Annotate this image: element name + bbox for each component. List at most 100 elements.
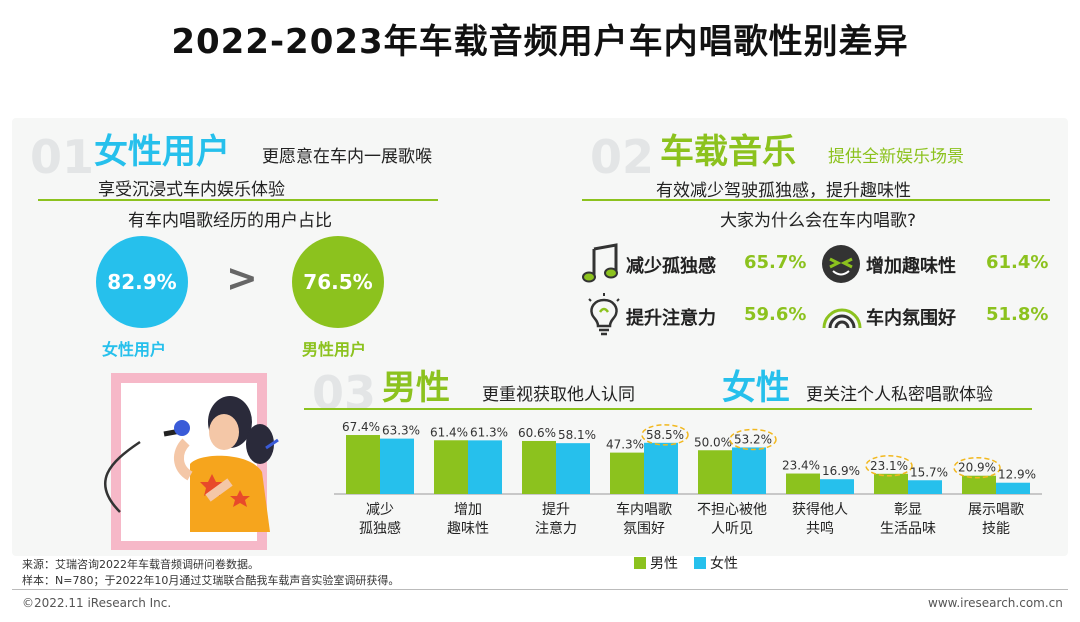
- category-label-1-line-0: 增加: [454, 502, 482, 518]
- section3-divider: [304, 408, 1032, 410]
- reason-label-2: 增加趣味性: [866, 256, 956, 277]
- value-label-male-3: 47.3%: [606, 438, 644, 452]
- sample-note: 样本：N=780；于2022年10月通过艾瑞联合酷我车载声音实验室调研获得。: [22, 574, 400, 587]
- category-label-6-line-0: 彰显: [894, 501, 922, 518]
- section3-heading-male: 男性: [382, 368, 450, 408]
- section3-heading-female: 女性: [722, 368, 790, 408]
- bar-female-6: [908, 480, 942, 494]
- highlight-circle-female-4: [729, 428, 777, 451]
- reason-label-3: 提升注意力: [626, 308, 716, 329]
- value-label-male-5: 23.4%: [782, 459, 820, 473]
- reason-label-1: 减少孤独感: [626, 256, 716, 277]
- category-label-2-line-0: 提升: [542, 502, 570, 518]
- male-share-value: 76.5%: [303, 270, 373, 294]
- bar-female-0: [380, 438, 414, 494]
- value-label-male-4: 50.0%: [694, 435, 732, 449]
- source-note: 来源：艾瑞咨询2022年车载音频调研问卷数据。: [22, 558, 259, 571]
- value-label-female-4: 53.2%: [734, 432, 772, 446]
- greater-than-sign: >: [226, 256, 258, 300]
- section2-subheading: 大家为什么会在车内唱歌?: [720, 211, 917, 231]
- category-label-1-line-1: 趣味性: [447, 521, 489, 537]
- highlight-circle-male-6: [865, 455, 913, 477]
- footer-divider: [12, 589, 1068, 590]
- bar-male-1: [434, 440, 468, 494]
- section1-number: 01: [30, 130, 95, 184]
- bar-male-2: [522, 440, 556, 494]
- value-label-male-7: 20.9%: [958, 461, 996, 475]
- male-label: 男性用户: [302, 340, 367, 359]
- bar-female-4: [732, 447, 766, 494]
- signal-wave-icon: [822, 308, 862, 329]
- category-label-0-line-1: 孤独感: [359, 520, 401, 537]
- value-label-male-2: 60.6%: [518, 426, 556, 440]
- lightbulb-icon: [588, 293, 620, 336]
- female-share-value: 82.9%: [107, 270, 177, 294]
- value-label-female-0: 63.3%: [382, 424, 420, 438]
- copyright: ©2022.11 iResearch Inc.: [22, 596, 172, 610]
- section1-divider: [38, 199, 438, 201]
- music-note-icon: [582, 243, 618, 283]
- category-label-5-line-0: 获得他人: [792, 501, 848, 518]
- legend-swatch-female: [694, 557, 706, 569]
- reason-pct-4: 51.8%: [986, 304, 1049, 325]
- bar-female-7: [996, 482, 1030, 494]
- highlight-circle-female-3: [641, 424, 689, 446]
- page-title: 2022-2023年车载音频用户车内唱歌性别差异: [171, 22, 909, 62]
- website: www.iresearch.com.cn: [928, 596, 1063, 610]
- section2-divider: [582, 199, 1050, 201]
- reason-pct-1: 65.7%: [744, 252, 807, 273]
- legend-male: 男性: [650, 556, 678, 572]
- section3-number: 03: [312, 366, 377, 420]
- value-label-female-1: 61.3%: [470, 425, 508, 439]
- bar-male-6: [874, 473, 908, 494]
- category-label-2-line-1: 注意力: [535, 520, 577, 537]
- section1-subheading: 有车内唱歌经历的用户占比: [128, 211, 332, 231]
- singer-illustration: [103, 373, 279, 550]
- value-label-male-6: 23.1%: [870, 459, 908, 473]
- value-label-female-2: 58.1%: [558, 428, 596, 442]
- section2-number: 02: [590, 130, 655, 184]
- category-label-3-line-1: 氛围好: [623, 521, 665, 537]
- category-label-7-line-1: 技能: [982, 521, 1010, 537]
- category-label-4-line-1: 人听见: [711, 521, 753, 537]
- bar-female-2: [556, 443, 590, 494]
- bar-chart: 67.4% 63.3% 减少孤独感 61.4% 61.3% 增加趣味性 60.6% 58.1%…: [334, 420, 1042, 537]
- section2-line1: 提供全新娱乐场景: [828, 147, 964, 167]
- section1-line2: 享受沉浸式车内娱乐体验: [98, 180, 285, 200]
- bar-male-0: [346, 435, 380, 494]
- legend-female: 女性: [710, 556, 738, 572]
- male-share-circle: 76.5%: [292, 236, 384, 328]
- female-label: 女性用户: [102, 340, 167, 359]
- value-label-female-7: 12.9%: [998, 468, 1036, 482]
- category-label-7-line-0: 展示唱歌: [968, 502, 1024, 518]
- category-label-4-line-0: 不担心被他: [697, 502, 767, 518]
- female-share-circle: 82.9%: [96, 236, 188, 328]
- section2-heading: 车载音乐: [660, 132, 796, 172]
- legend-swatch-male: [634, 557, 646, 569]
- category-label-3-line-0: 车内唱歌: [616, 501, 672, 518]
- bar-male-7: [962, 475, 996, 494]
- value-label-male-0: 67.4%: [342, 420, 380, 434]
- reason-pct-3: 59.6%: [744, 304, 807, 325]
- bar-male-5: [786, 473, 820, 494]
- category-label-5-line-1: 共鸣: [806, 520, 834, 537]
- bar-male-3: [610, 452, 644, 494]
- section2-line2: 有效减少驾驶孤独感，提升趣味性: [656, 181, 911, 201]
- category-label-6-line-1: 生活品味: [880, 521, 936, 537]
- value-label-female-3: 58.5%: [646, 428, 684, 442]
- bar-male-4: [698, 450, 732, 494]
- bar-female-1: [468, 440, 502, 494]
- section1-line1: 更愿意在车内一展歌喉: [262, 147, 432, 167]
- section3-text-male: 更重视获取他人认同: [482, 385, 635, 405]
- value-label-female-5: 16.9%: [822, 464, 860, 478]
- reason-pct-2: 61.4%: [986, 252, 1049, 273]
- reason-label-4: 车内氛围好: [866, 308, 956, 329]
- section1-heading: 女性用户: [94, 132, 230, 172]
- section3-text-female: 更关注个人私密唱歌体验: [806, 385, 993, 405]
- value-label-male-1: 61.4%: [430, 425, 468, 439]
- fun-face-icon: [822, 245, 860, 283]
- category-label-0-line-0: 减少: [366, 502, 394, 518]
- value-label-female-6: 15.7%: [910, 465, 948, 479]
- bar-female-3: [644, 442, 678, 494]
- highlight-circle-male-7: [953, 456, 1001, 479]
